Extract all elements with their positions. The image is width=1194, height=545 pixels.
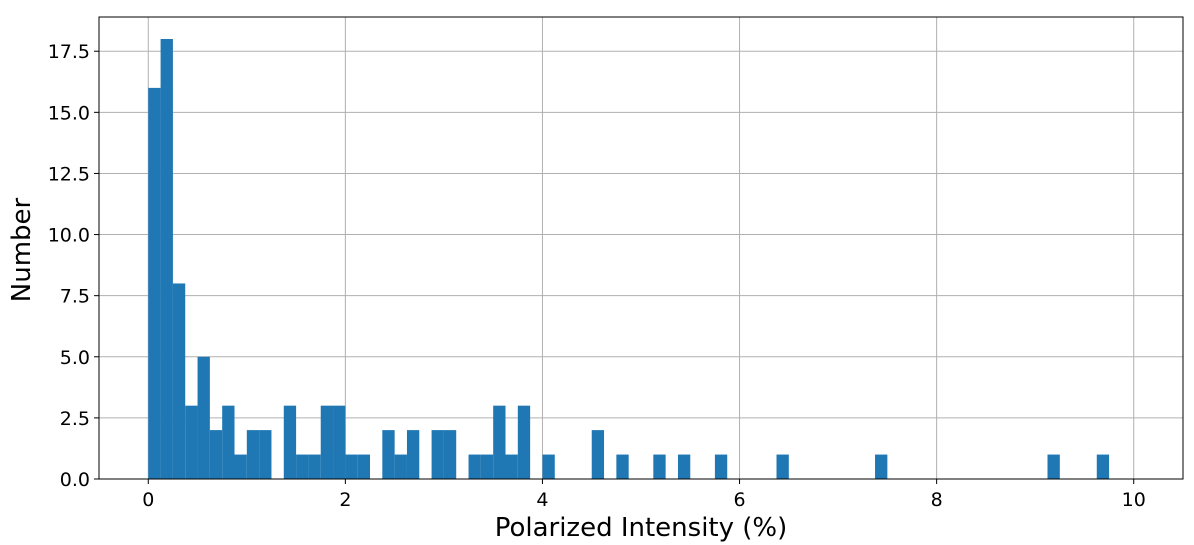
y-tick-label: 5.0 <box>60 347 90 369</box>
bar <box>875 454 888 479</box>
x-tick-label: 0 <box>142 489 154 511</box>
bar <box>382 430 395 479</box>
bar <box>160 39 173 479</box>
bar <box>283 405 297 479</box>
bar <box>714 454 728 479</box>
bar <box>1096 454 1110 479</box>
bar <box>542 454 555 479</box>
x-tick-label: 6 <box>733 489 745 511</box>
y-tick-label: 7.5 <box>60 286 90 308</box>
x-tick-label: 2 <box>339 489 351 511</box>
bar <box>209 430 223 479</box>
plot-frame <box>98 16 1184 480</box>
bar <box>308 454 321 479</box>
y-tick-label: 12.5 <box>48 163 90 185</box>
x-tick-label: 4 <box>536 489 548 511</box>
bar <box>591 430 605 479</box>
bar <box>197 356 210 479</box>
bar <box>505 454 518 479</box>
bar <box>296 454 309 479</box>
bar <box>394 454 407 479</box>
bar <box>234 454 247 479</box>
bar <box>616 454 629 479</box>
bar <box>172 283 186 479</box>
bar <box>443 430 457 479</box>
bar <box>517 405 531 479</box>
x-axis-label: Polarized Intensity (%) <box>495 513 788 543</box>
bar <box>468 454 481 479</box>
bar <box>357 454 370 479</box>
bar <box>493 405 506 479</box>
y-tick-label: 2.5 <box>60 408 90 430</box>
y-tick-label: 0.0 <box>60 469 90 491</box>
y-tick-label: 10.0 <box>48 225 90 247</box>
bar <box>148 87 161 479</box>
bar <box>222 405 235 479</box>
x-tick-label: 8 <box>931 489 943 511</box>
bar <box>333 405 346 479</box>
bar <box>345 454 358 479</box>
y-tick-label: 15.0 <box>48 102 90 124</box>
x-tick-label: 10 <box>1122 489 1146 511</box>
bar <box>1047 454 1060 479</box>
y-tick-label: 17.5 <box>48 41 90 63</box>
bar <box>776 454 789 479</box>
bar <box>431 430 444 479</box>
bar <box>406 430 420 479</box>
bar <box>677 454 691 479</box>
bar <box>480 454 494 479</box>
y-axis-label: Number <box>7 197 37 302</box>
bar <box>185 405 198 479</box>
bar <box>320 405 334 479</box>
bar <box>653 454 666 479</box>
bar <box>246 430 260 479</box>
bar <box>259 430 272 479</box>
